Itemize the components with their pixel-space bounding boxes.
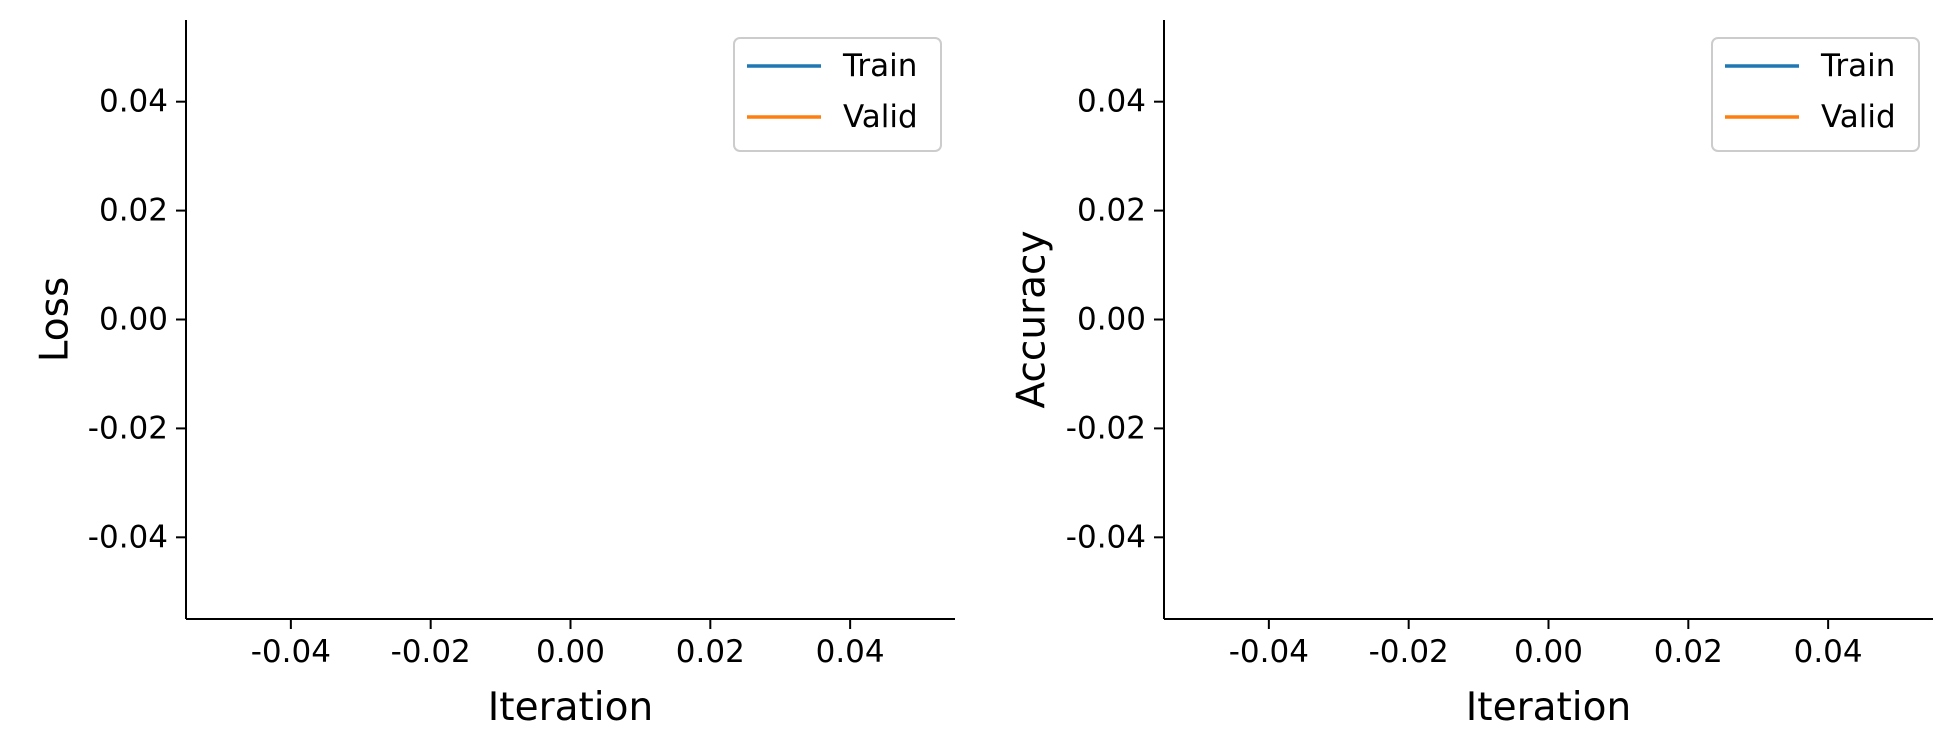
- x-tick-label: 0.02: [676, 634, 745, 670]
- y-tick-label: 0.00: [1077, 302, 1146, 338]
- y-axis-label: Accuracy: [1010, 230, 1055, 408]
- y-tick-label: -0.02: [88, 410, 168, 446]
- y-tick-label: 0.02: [1077, 193, 1146, 229]
- x-tick-label: 0.00: [1514, 634, 1583, 670]
- x-tick-label: 0.04: [1794, 634, 1863, 670]
- x-tick-label: 0.04: [816, 634, 885, 670]
- x-tick-label: 0.02: [1654, 634, 1723, 670]
- legend-label-train: Train: [1820, 48, 1895, 84]
- y-tick-label: -0.02: [1066, 410, 1146, 446]
- x-tick-label: -0.04: [251, 634, 331, 670]
- y-axis-label: Loss: [33, 277, 78, 363]
- x-axis-label: Iteration: [1466, 685, 1631, 730]
- legend-label-train: Train: [842, 48, 917, 84]
- legend-label-valid: Valid: [1821, 99, 1896, 135]
- legend-label-valid: Valid: [843, 99, 918, 135]
- y-tick-label: 0.04: [99, 84, 168, 120]
- y-tick-label: 0.00: [99, 302, 168, 338]
- y-tick-label: -0.04: [1066, 519, 1146, 555]
- y-tick-label: 0.04: [1077, 84, 1146, 120]
- x-tick-label: -0.02: [1369, 634, 1449, 670]
- loss-chart-panel: 0.04 0.02 0.00 -0.02 -0.04 -0.04 -0.02 0.00 0.02…: [33, 20, 955, 730]
- y-tick-label: -0.04: [88, 519, 168, 555]
- y-tick-label: 0.02: [99, 193, 168, 229]
- accuracy-chart-panel: 0.04 0.02 0.00 -0.02 -0.04 -0.04 -0.02 0.00 0.02…: [1010, 20, 1933, 730]
- x-tick-label: 0.00: [536, 634, 605, 670]
- x-tick-label: -0.04: [1229, 634, 1309, 670]
- x-tick-label: -0.02: [391, 634, 471, 670]
- x-axis-label: Iteration: [488, 685, 653, 730]
